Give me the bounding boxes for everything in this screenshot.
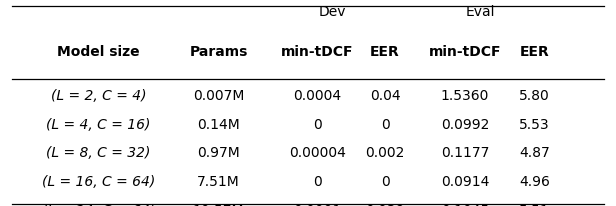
Text: 5.53: 5.53 — [519, 118, 550, 132]
Text: min-tDCF: min-tDCF — [281, 44, 354, 59]
Text: 1.5360: 1.5360 — [441, 89, 489, 103]
Text: 0.0004: 0.0004 — [293, 89, 341, 103]
Text: 0.0992: 0.0992 — [441, 118, 489, 132]
Text: Model size: Model size — [57, 44, 140, 59]
Text: 7.51M: 7.51M — [197, 175, 240, 189]
Text: 0.0001: 0.0001 — [293, 204, 341, 206]
Text: 5.51: 5.51 — [519, 204, 550, 206]
Text: Params: Params — [190, 44, 248, 59]
Text: 0: 0 — [313, 118, 322, 132]
Text: 0.0914: 0.0914 — [441, 175, 489, 189]
Text: EER: EER — [370, 44, 400, 59]
Text: Dev: Dev — [319, 5, 346, 19]
Text: 0.002: 0.002 — [365, 146, 405, 160]
Text: 0.1045: 0.1045 — [441, 204, 489, 206]
Text: Eval: Eval — [466, 5, 495, 19]
Text: 4.87: 4.87 — [519, 146, 550, 160]
Text: 0.14M: 0.14M — [197, 118, 240, 132]
Text: 0.97M: 0.97M — [197, 146, 240, 160]
Text: 0.039: 0.039 — [365, 204, 405, 206]
Text: (L = 2, C = 4): (L = 2, C = 4) — [51, 89, 147, 103]
Text: 0.1177: 0.1177 — [441, 146, 489, 160]
Text: (L = 4, C = 16): (L = 4, C = 16) — [46, 118, 151, 132]
Text: (L = 24, C = 64): (L = 24, C = 64) — [42, 204, 155, 206]
Text: 10.57M: 10.57M — [193, 204, 245, 206]
Text: (L = 8, C = 32): (L = 8, C = 32) — [46, 146, 151, 160]
Text: 0.00004: 0.00004 — [289, 146, 346, 160]
Text: 4.96: 4.96 — [519, 175, 550, 189]
Text: EER: EER — [520, 44, 549, 59]
Text: 0: 0 — [313, 175, 322, 189]
Text: 5.80: 5.80 — [519, 89, 550, 103]
Text: (L = 16, C = 64): (L = 16, C = 64) — [42, 175, 155, 189]
Text: min-tDCF: min-tDCF — [429, 44, 501, 59]
Text: 0.007M: 0.007M — [193, 89, 245, 103]
Text: 0: 0 — [381, 118, 389, 132]
Text: 0.04: 0.04 — [370, 89, 400, 103]
Text: 0: 0 — [381, 175, 389, 189]
